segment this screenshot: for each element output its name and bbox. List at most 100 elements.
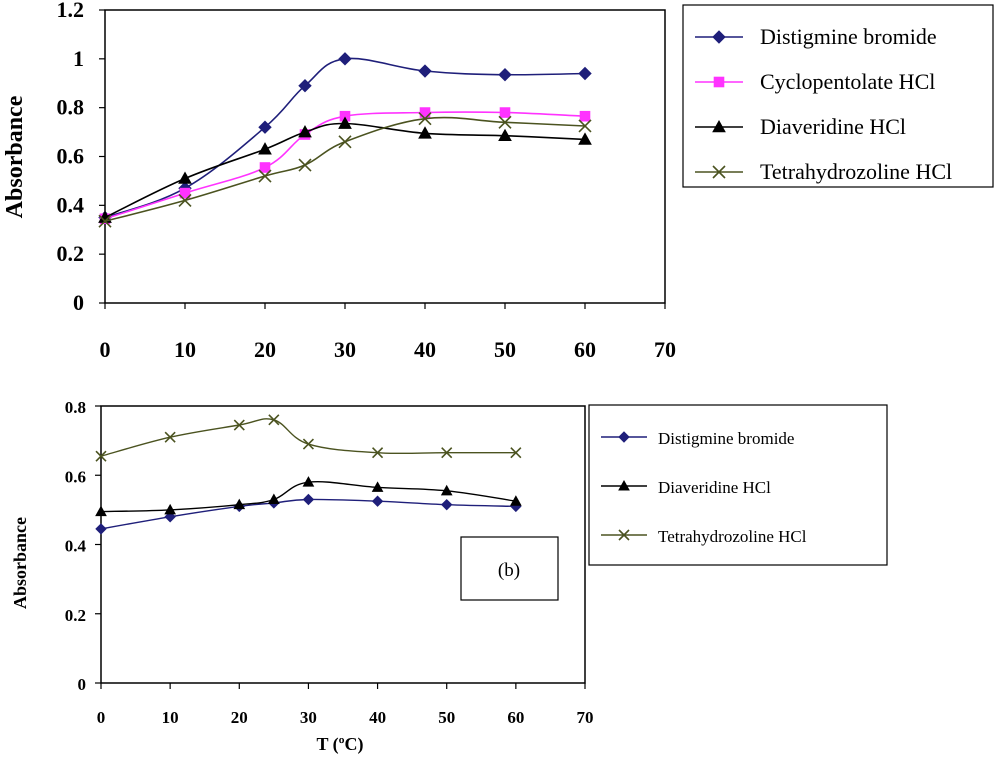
data-point [258,120,272,134]
data-point [510,495,522,506]
series-x [95,414,522,462]
legend-marker [712,30,726,44]
y-tick-label: 0.4 [65,537,87,556]
data-point [338,135,352,149]
x-tick-label: 20 [231,708,248,727]
x-tick-label: 60 [574,337,596,362]
data-point [298,158,312,172]
data-point [372,447,384,459]
x-tick-label: 70 [577,708,594,727]
data-point [418,112,432,126]
x-tick-label: 0 [97,708,106,727]
data-point [302,438,314,450]
axis-ticks-b: 0 10 20 30 40 50 60 70 0 0.2 0.4 0.6 0.8 [65,398,594,727]
legend-entry: Tetrahydrozoline HCl [601,527,807,546]
data-point [268,493,280,504]
data-point [298,78,312,93]
data-point [338,116,352,129]
data-point [371,481,384,492]
x-tick-label: 60 [507,708,524,727]
y-tick-label: 0.6 [65,467,86,486]
legend-label: Cyclopentolate HCl [760,69,935,94]
data-point [338,52,352,66]
x-tick-label: 10 [174,337,196,362]
x-tick-label: 50 [438,708,455,727]
data-point [95,505,107,517]
data-point [98,214,112,228]
data-point [440,484,453,496]
legend-label: Diaveridine HCl [760,114,906,139]
data-point [258,142,272,155]
legend-entry: Tetrahydrozoline HCl [695,159,952,184]
data-point [578,119,592,133]
legend-entries-a: Distigmine bromide Cyclopentolate HCl Diav… [695,24,952,184]
x-tick-label: 30 [300,708,317,727]
legend-marker [618,479,630,491]
data-point [578,132,592,145]
data-point [178,193,192,208]
data-point [95,523,107,535]
data-point [179,187,191,199]
legend-marker [712,165,726,179]
x-tick-label: 40 [369,708,386,727]
panel-label-box-b [460,536,559,601]
y-tick-label: 0.6 [57,144,85,169]
series-line [100,418,516,457]
series-triangle [95,476,522,517]
legend-label: Distigmine bromide [760,24,937,49]
legend-entries-b: Distigmine bromide Diaveridine HCl Tetrahy… [601,429,807,546]
series-x [98,112,592,228]
legend-marker [713,76,725,88]
data-point [499,107,511,118]
legend-label: Tetrahydrozoline HCl [760,159,952,184]
y-tick-label: 0 [78,675,87,694]
y-tick-label: 1 [73,46,84,71]
legend-marker [618,431,630,443]
series-group-b [95,414,522,535]
data-point [233,498,246,510]
x-tick-label: 0 [100,337,111,362]
data-point [419,107,431,118]
data-point [178,171,192,184]
y-tick-label: 0.8 [57,95,85,120]
series-line [100,481,517,513]
y-tick-label: 0.4 [57,192,85,217]
legend-b [588,404,888,566]
y-axis-title-b: Absorbance [10,517,30,609]
y-tick-label: 0.8 [65,398,86,417]
y-axis-title-a: Absorbance [2,95,28,218]
x-axis-title-b: T (ºC) [316,734,363,755]
legend-entry: Diaveridine HCl [695,114,906,139]
panel-label-b: (b) [498,560,520,581]
x-tick-label: 10 [162,708,179,727]
y-tick-label: 0.2 [65,606,86,625]
series-group-a [98,52,592,228]
legend-marker [712,119,726,133]
plot-area-a [104,9,666,304]
legend-label: Tetrahydrozoline HCl [658,527,807,546]
data-point [510,447,522,459]
data-point [302,476,315,487]
data-point [371,495,384,507]
data-point [164,431,176,443]
data-point [95,450,107,462]
data-point [441,447,453,459]
legend-entry: Diaveridine HCl [601,478,771,497]
y-tick-label: 0 [73,290,84,315]
data-point [441,498,453,511]
legend-entry: Distigmine bromide [695,24,937,49]
data-point [498,115,512,129]
data-point [164,503,176,515]
legend-a [682,4,994,188]
data-point [258,169,272,183]
chart-panel-a: 0 10 20 30 40 50 60 70 0 0.2 0.4 0.6 0.8 1 1.2 Absorba… [2,0,994,362]
legend-label: Diaveridine HCl [658,478,771,497]
data-point [418,126,432,139]
data-point [259,162,271,173]
x-tick-label: 40 [414,337,436,362]
data-point [298,125,312,138]
data-point [268,414,280,426]
x-tick-label: 50 [494,337,516,362]
legend-entry: Distigmine bromide [601,429,794,448]
